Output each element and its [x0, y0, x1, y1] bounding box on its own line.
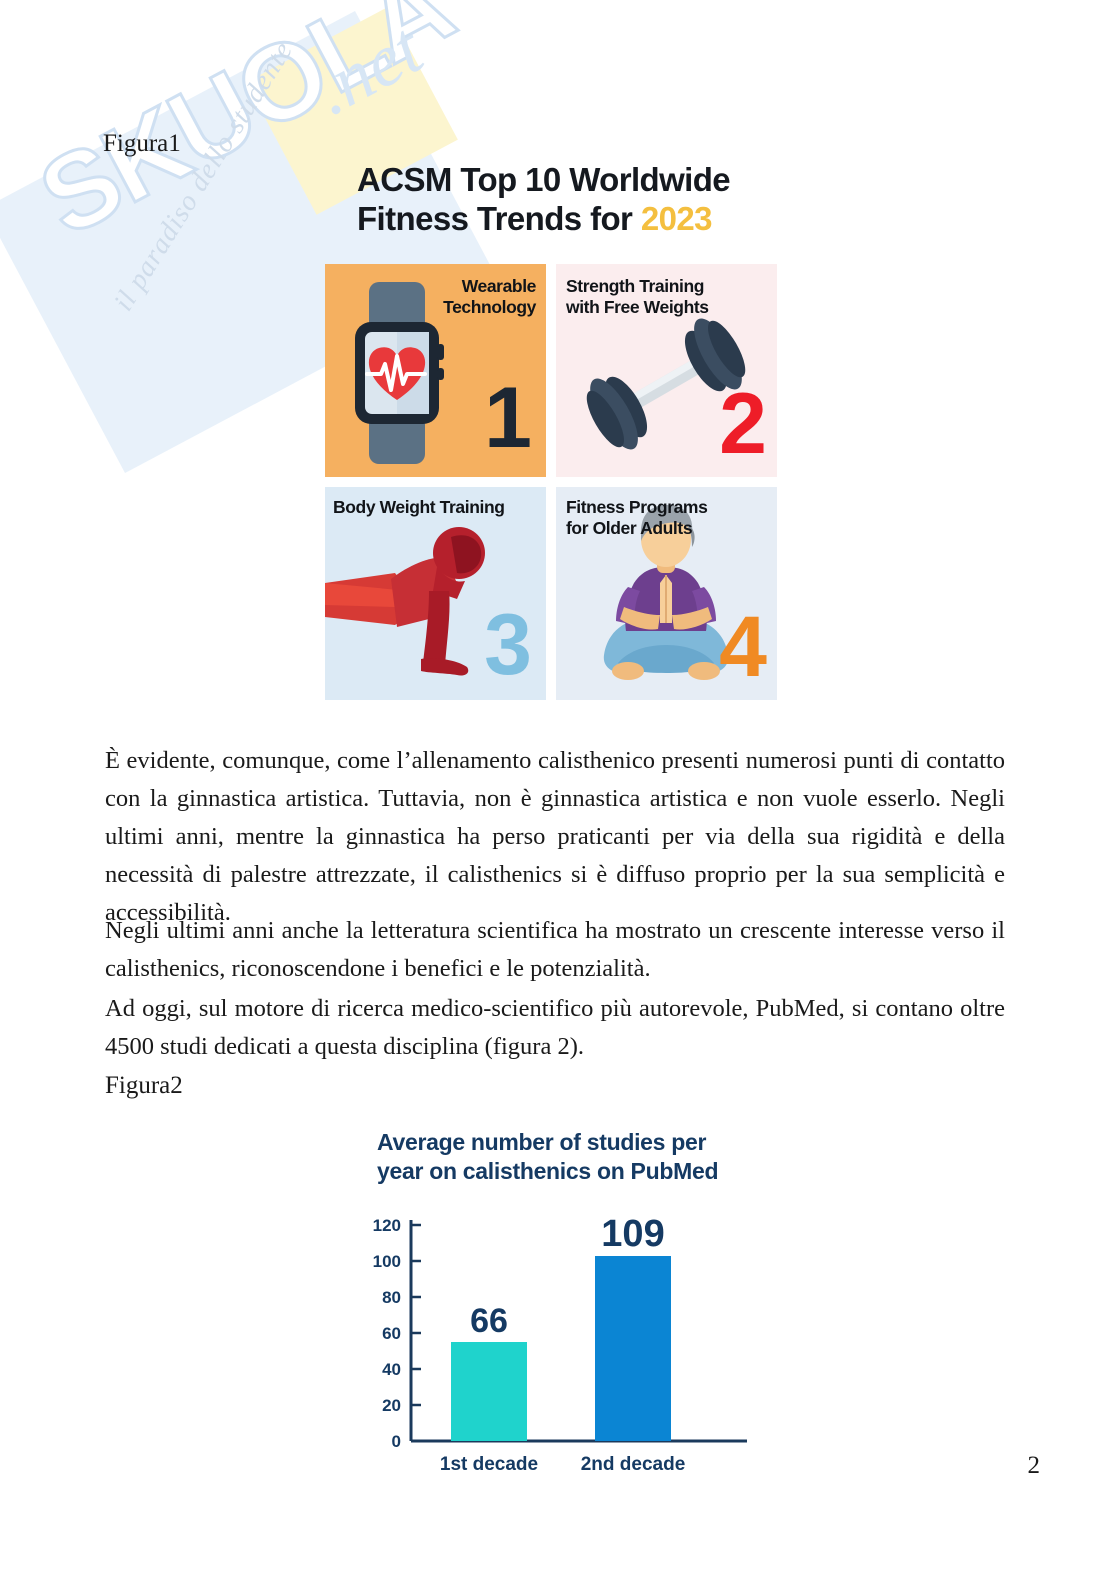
xtick-1st-decade: 1st decade — [440, 1454, 538, 1475]
chart-title: Average number of studies per year on ca… — [377, 1128, 755, 1186]
ytick-0: 0 — [392, 1432, 401, 1451]
chart-title-line2: year on calisthenics on PubMed — [377, 1158, 719, 1184]
dumbbell-icon — [586, 318, 746, 450]
infographic-title: ACSM Top 10 Worldwide Fitness Trends for… — [357, 160, 777, 238]
plank-pushup-icon — [325, 527, 485, 676]
trend-card-2: Strength Training with Free Weights 2 — [556, 264, 777, 477]
trend-card-4-rank: 4 — [719, 599, 767, 695]
infographic-title-line2: Fitness Trends for — [357, 200, 641, 237]
trend-card-4-title-line2: for Older Adults — [566, 518, 693, 538]
ytick-40: 40 — [382, 1360, 401, 1379]
ytick-60: 60 — [382, 1324, 401, 1343]
trend-card-4: Fitness Programs for Older Adults 4 — [556, 487, 777, 700]
trend-card-4-title-line1: Fitness Programs — [566, 497, 708, 517]
watermark-domain: .net — [300, 7, 436, 132]
ytick-100: 100 — [373, 1252, 401, 1271]
trend-card-1-title-line2: Technology — [443, 297, 536, 317]
trend-card-2-title-line2: with Free Weights — [566, 297, 709, 317]
figure2-caption: Figura2 — [105, 1072, 183, 1099]
bar-2nd-decade — [595, 1256, 671, 1441]
trend-card-1-rank: 1 — [484, 370, 532, 466]
ytick-80: 80 — [382, 1288, 401, 1307]
paragraph-2: Negli ultimi anni anche la letteratura s… — [105, 917, 1005, 982]
chart-plot-area: 120 100 80 60 40 20 0 — [373, 1213, 747, 1475]
bar-label-1st-decade: 66 — [470, 1302, 508, 1340]
trend-card-2-rank: 2 — [719, 376, 767, 472]
page-number: 2 — [1027, 1452, 1041, 1479]
trend-card-2-title-line1: Strength Training — [566, 276, 705, 296]
bar-1st-decade — [451, 1342, 527, 1441]
trend-card-3-title-line1: Body Weight Training — [333, 497, 505, 517]
infographic-title-line1: ACSM Top 10 Worldwide — [357, 161, 731, 198]
bar-label-2nd-decade: 109 — [601, 1213, 664, 1255]
infographic-card-grid: Wearable Technology 1 — [325, 264, 777, 700]
watermark-tagline: il paradiso dello studente — [108, 35, 300, 317]
trend-card-1-title-line1: Wearable — [461, 276, 537, 296]
paragraph-1: È evidente, comunque, come l’allenamento… — [105, 747, 1005, 926]
trend-card-3-rank: 3 — [484, 597, 532, 693]
ytick-120: 120 — [373, 1216, 401, 1235]
seated-meditation-icon — [603, 505, 729, 680]
xtick-2nd-decade: 2nd decade — [581, 1454, 686, 1475]
figure1-caption: Figura1 — [103, 130, 181, 157]
trend-card-2-title: Strength Training with Free Weights — [566, 276, 709, 318]
paragraph-3: Ad oggi, sul motore di ricerca medico-sc… — [105, 995, 1005, 1060]
trend-card-1-title: Wearable Technology — [443, 276, 536, 318]
figure1-infographic: ACSM Top 10 Worldwide Fitness Trends for… — [325, 160, 777, 700]
trend-card-3-title: Body Weight Training — [333, 497, 505, 518]
infographic-title-year: 2023 — [640, 200, 713, 237]
trend-card-1: Wearable Technology 1 — [325, 264, 546, 477]
trend-card-4-title: Fitness Programs for Older Adults — [566, 497, 708, 539]
figure2-bar-chart: Average number of studies per year on ca… — [355, 1128, 755, 1488]
trend-card-3: Body Weight Training 3 — [325, 487, 546, 700]
chart-title-line1: Average number of studies per — [377, 1129, 707, 1155]
ytick-20: 20 — [382, 1396, 401, 1415]
